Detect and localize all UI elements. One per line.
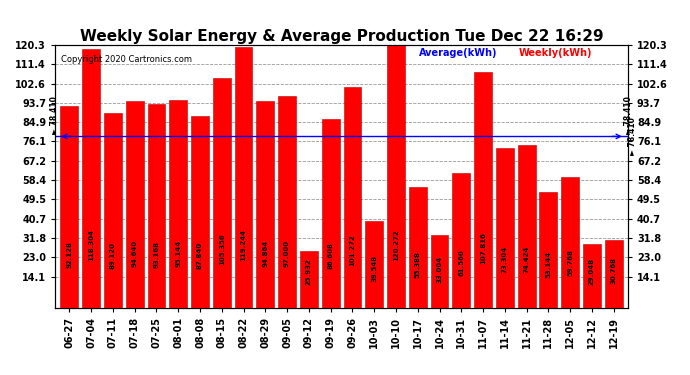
Bar [61,106,78,308]
Bar [474,72,492,308]
Text: 120.272: 120.272 [393,229,399,261]
Bar [431,236,448,308]
Bar [561,177,579,308]
Bar [278,96,296,308]
Text: ► 78.410: ► 78.410 [50,96,59,134]
Bar [453,173,471,308]
Text: 59.768: 59.768 [567,250,573,276]
Bar [169,100,187,308]
Text: 55.388: 55.388 [415,251,421,278]
Bar [496,147,514,308]
Text: Weekly(kWh): Weekly(kWh) [519,48,593,58]
Text: 29.048: 29.048 [589,257,595,285]
Text: Average(kWh): Average(kWh) [419,48,497,58]
Bar [518,145,535,308]
Text: 94.640: 94.640 [132,240,138,267]
Text: 73.304: 73.304 [502,246,508,273]
Text: 101.272: 101.272 [349,234,355,266]
Bar [235,47,253,308]
Title: Weekly Solar Energy & Average Production Tue Dec 22 16:29: Weekly Solar Energy & Average Production… [80,29,603,44]
Text: 30.768: 30.768 [611,257,617,284]
Text: 53.144: 53.144 [545,251,551,278]
Text: ► 78.410: ► 78.410 [629,117,638,155]
Bar [322,118,339,308]
Text: 105.356: 105.356 [219,233,225,264]
Bar [540,192,558,308]
Bar [148,104,166,308]
Text: 61.560: 61.560 [458,249,464,276]
Bar [387,45,405,308]
Text: 25.932: 25.932 [306,259,312,285]
Bar [583,244,601,308]
Text: 39.548: 39.548 [371,255,377,282]
Bar [104,113,122,308]
Text: 92.128: 92.128 [66,241,72,268]
Bar [344,87,362,308]
Text: 33.004: 33.004 [437,256,442,284]
Bar [126,101,144,308]
Text: Copyright 2020 Cartronics.com: Copyright 2020 Cartronics.com [61,56,192,64]
Bar [365,221,383,308]
Text: 86.608: 86.608 [328,243,334,270]
Bar [409,187,426,308]
Text: 107.816: 107.816 [480,232,486,264]
Bar [300,251,318,308]
Text: 87.840: 87.840 [197,242,203,269]
Text: 93.168: 93.168 [153,241,159,268]
Bar [257,100,274,308]
Bar [605,240,622,308]
Bar [191,116,209,308]
Text: 94.864: 94.864 [262,240,268,267]
Text: 95.144: 95.144 [175,240,181,267]
Text: 89.120: 89.120 [110,242,116,269]
Bar [82,50,100,308]
Text: ► 78.410: ► 78.410 [624,96,633,134]
Text: 74.424: 74.424 [524,245,530,273]
Text: 97.000: 97.000 [284,240,290,267]
Text: 119.244: 119.244 [241,229,246,261]
Bar [213,78,230,308]
Text: 118.304: 118.304 [88,229,94,261]
